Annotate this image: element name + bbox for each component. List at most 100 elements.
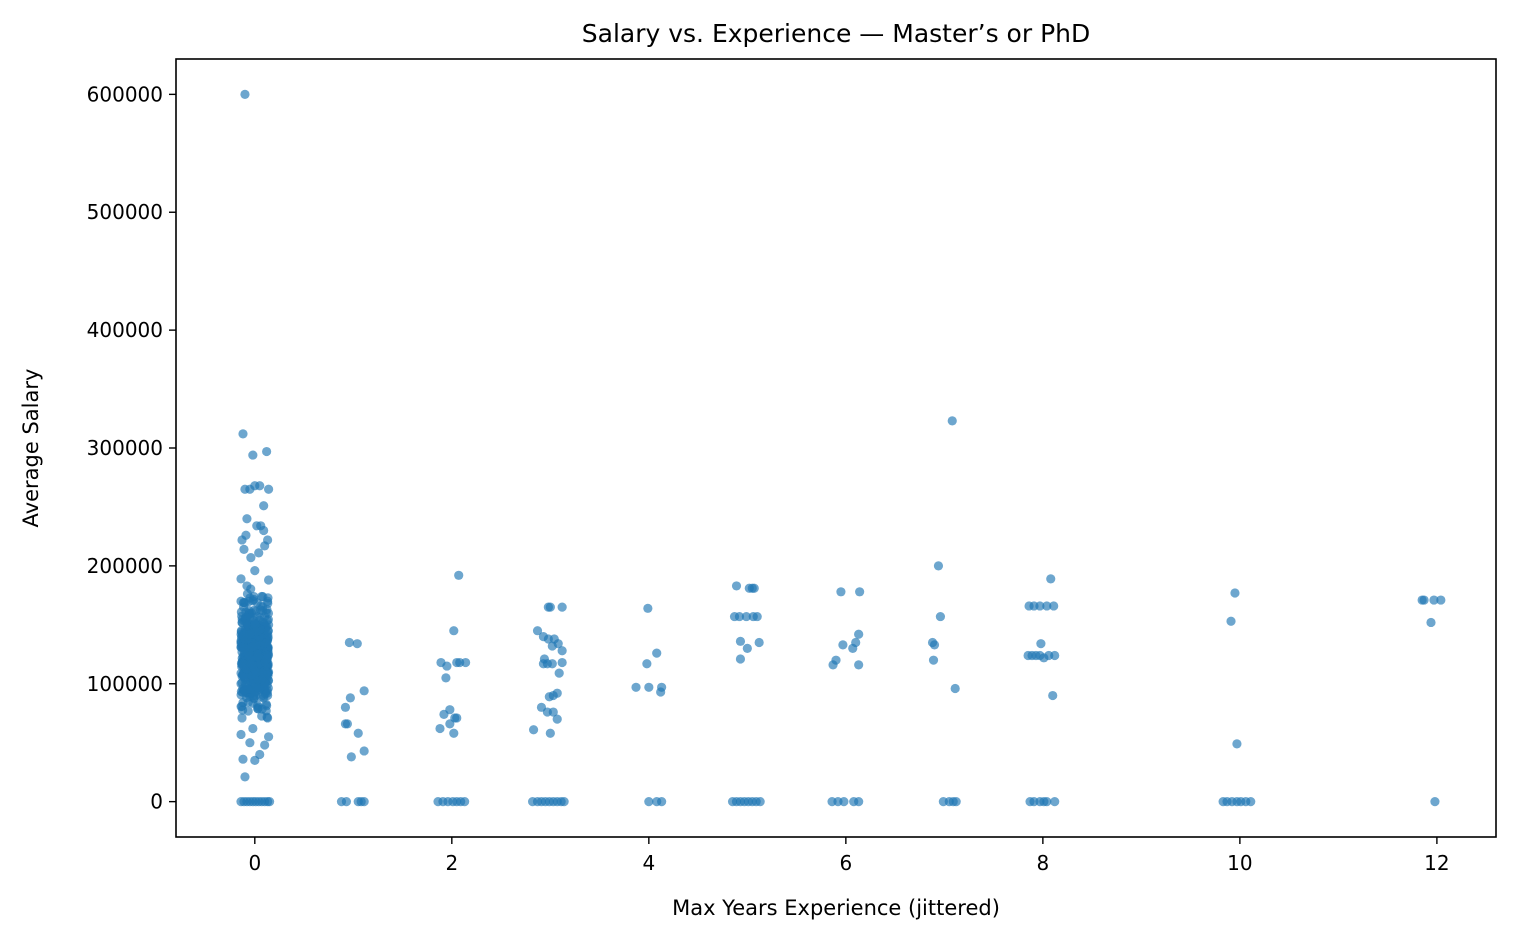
- y-tick-label: 500000: [87, 200, 163, 224]
- data-point: [449, 626, 459, 636]
- data-point: [263, 608, 274, 618]
- data-point: [1035, 601, 1045, 611]
- data-point: [1246, 797, 1256, 807]
- data-point: [1050, 650, 1060, 661]
- data-point: [262, 446, 272, 457]
- x-tick-label: 0: [248, 851, 261, 875]
- y-tick-label: 100000: [87, 672, 163, 696]
- data-point: [442, 661, 452, 671]
- data-point: [557, 602, 567, 612]
- data-point: [452, 713, 462, 723]
- data-point: [928, 655, 939, 665]
- data-point: [1426, 617, 1436, 628]
- data-point: [839, 797, 849, 807]
- data-point: [240, 89, 250, 99]
- data-point: [359, 686, 369, 696]
- chart-title: Salary vs. Experience — Master’s or PhD: [582, 19, 1090, 48]
- data-point: [1430, 797, 1440, 807]
- data-point: [264, 797, 275, 807]
- data-point: [262, 712, 272, 722]
- data-point: [261, 699, 271, 709]
- x-tick-label: 8: [1036, 851, 1049, 875]
- data-point: [252, 598, 262, 608]
- data-point: [439, 709, 449, 720]
- data-point: [557, 657, 567, 668]
- data-point: [239, 672, 249, 682]
- data-point: [246, 553, 256, 563]
- data-point: [947, 416, 957, 426]
- data-point: [1232, 739, 1242, 749]
- data-point: [248, 723, 258, 734]
- data-point: [559, 797, 569, 807]
- data-point: [359, 797, 369, 807]
- data-point: [460, 797, 470, 807]
- data-point: [253, 702, 263, 712]
- points-layer: [236, 89, 1446, 807]
- x-tick-label: 12: [1424, 851, 1449, 875]
- data-point: [731, 581, 742, 591]
- data-point: [929, 640, 940, 650]
- data-point: [238, 684, 248, 694]
- data-point: [1226, 616, 1236, 626]
- y-tick-label: 300000: [87, 436, 163, 460]
- data-point: [933, 561, 944, 571]
- data-point: [239, 597, 249, 608]
- data-point: [754, 637, 764, 648]
- data-point: [631, 682, 641, 692]
- data-point: [245, 629, 255, 639]
- data-point: [644, 682, 654, 692]
- data-point: [752, 611, 762, 622]
- data-point: [359, 746, 369, 756]
- data-point: [838, 640, 848, 650]
- x-tick-label: 2: [445, 851, 458, 875]
- data-point: [547, 641, 557, 651]
- data-point: [749, 583, 759, 593]
- x-tick-label: 4: [642, 851, 655, 875]
- data-point: [1049, 601, 1059, 611]
- data-point: [547, 659, 557, 669]
- y-tick-label: 200000: [87, 554, 163, 578]
- data-point: [262, 616, 272, 626]
- data-point: [552, 714, 562, 724]
- data-point: [1419, 595, 1429, 605]
- x-tick-label: 6: [839, 851, 852, 875]
- data-point: [755, 797, 765, 807]
- data-point: [346, 752, 356, 762]
- data-point: [1230, 588, 1240, 598]
- data-point: [836, 587, 846, 597]
- x-axis-label: Max Years Experience (jittered): [672, 896, 1000, 920]
- data-point: [441, 673, 451, 683]
- data-point: [253, 651, 263, 662]
- data-point: [854, 629, 864, 639]
- data-point: [260, 678, 270, 688]
- data-point: [263, 626, 273, 636]
- data-point: [1436, 595, 1446, 605]
- data-point: [255, 481, 265, 491]
- data-point: [461, 657, 471, 668]
- data-point: [264, 484, 274, 494]
- data-point: [260, 541, 270, 551]
- data-point: [258, 592, 268, 602]
- data-point: [855, 587, 865, 597]
- data-point: [342, 719, 352, 729]
- data-point: [454, 570, 464, 580]
- data-point: [236, 729, 246, 740]
- data-point: [1050, 797, 1060, 807]
- data-point: [260, 740, 270, 750]
- data-point: [734, 611, 745, 622]
- data-point: [532, 626, 543, 636]
- data-point: [557, 646, 567, 656]
- data-point: [1042, 601, 1052, 611]
- data-point: [248, 450, 258, 460]
- data-point: [241, 530, 251, 540]
- data-point: [449, 728, 459, 738]
- data-point: [435, 723, 445, 734]
- data-point: [242, 589, 253, 599]
- data-point: [643, 603, 653, 613]
- data-point: [344, 637, 354, 648]
- data-point: [242, 514, 252, 524]
- data-point: [545, 728, 555, 738]
- data-point: [548, 707, 558, 717]
- data-point: [741, 611, 751, 622]
- y-tick-label: 400000: [87, 318, 163, 342]
